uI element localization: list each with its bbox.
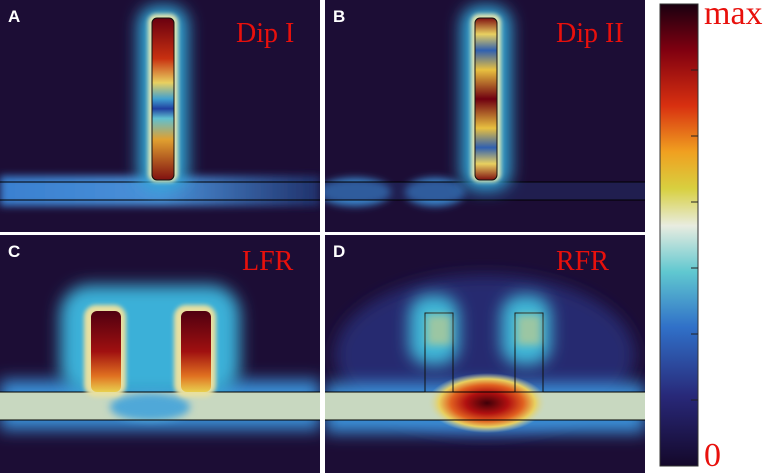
panel-label: RFR — [556, 246, 609, 277]
panel-letter: C — [8, 242, 20, 261]
panel-label: LFR — [242, 246, 294, 277]
panel-a — [0, 0, 320, 232]
panel-label: Dip II — [556, 18, 624, 49]
colorbar: max 0 — [659, 0, 763, 473]
panel-c — [0, 235, 320, 473]
panel-b — [325, 0, 645, 232]
panel-label: Dip I — [236, 18, 294, 49]
colorbar-max-label: max — [704, 0, 763, 32]
panel-letter: D — [333, 242, 345, 261]
panel-d — [325, 235, 645, 473]
panel-letter: B — [333, 7, 345, 26]
colorbar-min-label: 0 — [704, 437, 721, 473]
panel-letter: A — [8, 7, 20, 26]
